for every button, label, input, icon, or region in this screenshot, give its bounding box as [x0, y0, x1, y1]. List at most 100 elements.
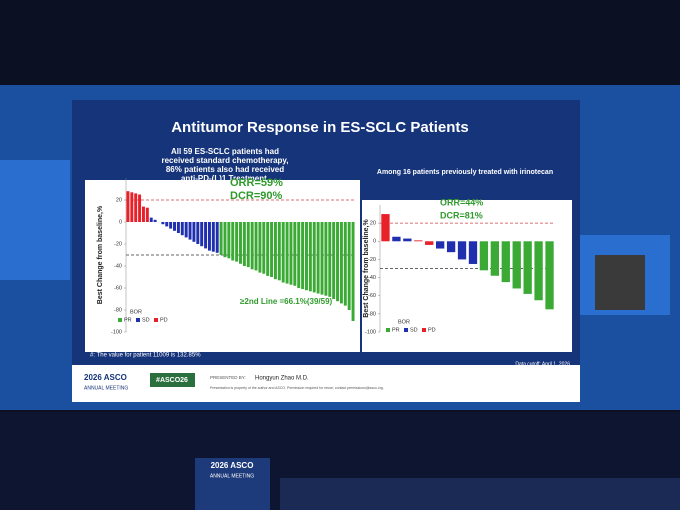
bar: [490, 241, 499, 276]
bar: [446, 241, 456, 253]
bar: [273, 222, 277, 280]
y-tick-label: -80: [368, 311, 376, 317]
bar: [173, 222, 176, 231]
bar: [339, 222, 343, 304]
bar: [414, 240, 423, 242]
bar: [149, 217, 153, 222]
bar: [312, 222, 316, 293]
bar: [196, 222, 200, 244]
bar: [130, 192, 134, 222]
bar: [219, 222, 223, 255]
bar: [305, 222, 308, 291]
bar: [169, 222, 173, 229]
panel-table: [280, 478, 680, 510]
bar: [403, 238, 412, 242]
bar: [227, 222, 231, 259]
y-tick-label: -20: [114, 241, 122, 247]
bar: [239, 222, 242, 264]
bar: [436, 241, 445, 249]
bar: [200, 222, 204, 247]
bar: [308, 222, 312, 292]
bar: [141, 206, 145, 222]
bar: [145, 207, 149, 222]
bar: [297, 222, 301, 288]
y-tick-label: -100: [111, 329, 122, 335]
legend-swatch: [404, 328, 408, 332]
y-tick-label: -40: [114, 263, 122, 269]
y-tick-label: 0: [119, 219, 122, 225]
legend-swatch: [118, 318, 122, 322]
notice: Presentation is property of the author a…: [210, 386, 384, 390]
bar: [242, 222, 246, 266]
bar: [501, 241, 510, 283]
bar: [266, 222, 270, 276]
chart-heading: All 59 ES-SCLC patients had received stan…: [161, 147, 288, 183]
bar: [246, 222, 250, 268]
bar: [347, 222, 351, 310]
bar: [316, 222, 320, 294]
bar: [324, 222, 328, 296]
podium-year: 2026 ASCO: [211, 461, 254, 470]
legend-label: PR: [392, 327, 400, 333]
side-panel: [0, 160, 70, 280]
bar: [545, 241, 554, 310]
bar: [320, 222, 324, 295]
bar: [523, 241, 532, 294]
bar: [301, 222, 305, 290]
podium-name: ANNUAL MEETING: [210, 473, 254, 479]
bar: [153, 219, 157, 222]
legend-label: PR: [124, 317, 132, 323]
y-tick-label: 20: [370, 221, 376, 227]
bar: [250, 222, 254, 270]
y-axis-label: Best Change from baseline,%: [97, 205, 104, 304]
y-tick-label: -100: [365, 329, 376, 335]
bar: [188, 222, 192, 240]
bar: [165, 222, 169, 227]
y-tick-label: -20: [368, 257, 376, 263]
annotation: DCR=90%: [230, 190, 282, 202]
bar: [192, 222, 196, 242]
data-cutoff: Data cutoff: April 1, 2026: [515, 361, 570, 367]
legend-title: BOR: [398, 319, 410, 325]
legend-swatch: [386, 328, 390, 332]
podium: [195, 458, 270, 510]
chart-heading: Among 16 patients previously treated wit…: [377, 169, 553, 176]
bar: [285, 222, 289, 284]
legend-label: SD: [142, 317, 150, 323]
bar: [392, 236, 401, 242]
bar: [270, 222, 274, 277]
bar: [180, 222, 184, 236]
bar: [207, 222, 211, 251]
bar: [223, 222, 227, 258]
bar: [293, 222, 297, 286]
y-tick-label: -60: [368, 293, 376, 299]
bar: [235, 222, 239, 262]
hashtag: #ASCO26: [156, 377, 188, 384]
bar: [211, 222, 215, 252]
footnote: #: The value for patient 11009 is 132.85…: [90, 353, 201, 359]
slide-footer: [72, 365, 580, 402]
bar: [176, 222, 180, 233]
meeting-name: ANNUAL MEETING: [84, 385, 128, 391]
legend-label: PD: [160, 317, 168, 323]
y-tick-label: -40: [368, 275, 376, 281]
y-tick-label: 0: [373, 239, 376, 245]
presented-by: PRESENTED BY:: [210, 375, 246, 380]
y-tick-label: -60: [114, 285, 122, 291]
bar: [289, 222, 293, 285]
bar: [262, 222, 266, 274]
bar: [381, 214, 390, 242]
hashtag-badge: [150, 373, 195, 387]
bar: [512, 241, 521, 289]
bar: [336, 222, 340, 302]
bar: [134, 193, 138, 222]
bar: [138, 194, 142, 222]
legend-swatch: [422, 328, 426, 332]
bar: [468, 241, 478, 264]
legend-swatch: [136, 318, 140, 322]
speaker-video: [595, 255, 645, 310]
bar: [184, 222, 188, 238]
legend-swatch: [154, 318, 158, 322]
y-tick-label: 20: [116, 197, 122, 203]
